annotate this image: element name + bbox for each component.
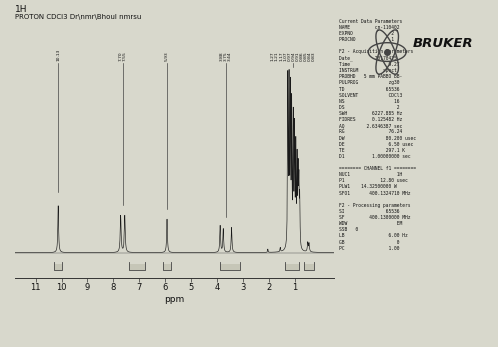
Bar (285, 264, 299, 270)
X-axis label: ppm: ppm (164, 295, 184, 304)
Text: 1H: 1H (15, 5, 27, 14)
Bar (220, 264, 240, 270)
Text: 5.93: 5.93 (165, 51, 169, 61)
Text: PROTON CDCl3 Dr\nmr\Bhoul nmrsu: PROTON CDCl3 Dr\nmr\Bhoul nmrsu (15, 14, 141, 20)
Bar (54, 264, 62, 270)
Text: 3.88
3.75
3.44: 3.88 3.75 3.44 (220, 51, 232, 61)
Text: 10.13: 10.13 (56, 49, 60, 61)
Text: 7.70
7.55: 7.70 7.55 (119, 51, 127, 61)
Bar (163, 264, 171, 270)
Bar (129, 264, 144, 270)
Text: 1.27
1.21
1.17
1.07
0.97
0.94
0.91
0.86
0.85
0.84
0.83: 1.27 1.21 1.17 1.07 0.97 0.94 0.91 0.86 … (271, 51, 316, 61)
Text: BRUKER: BRUKER (412, 37, 473, 50)
Bar (304, 264, 314, 270)
Text: Current Data Parameters
NAME         cn-110402
EXPNO              2
PROCNO      : Current Data Parameters NAME cn-110402 E… (339, 19, 416, 251)
